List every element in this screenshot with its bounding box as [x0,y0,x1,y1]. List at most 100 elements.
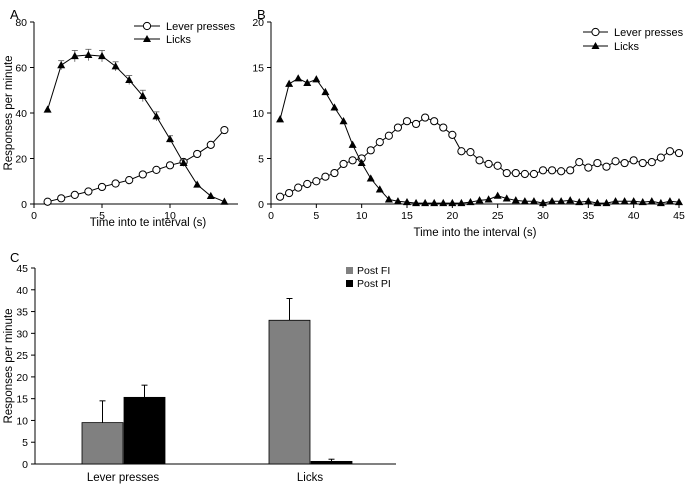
data-point [439,123,448,132]
y-tick-label: 80 [15,17,27,29]
data-point [285,188,294,198]
panel-label-b: B [257,7,266,22]
data-point [166,134,174,143]
data-point [84,50,93,58]
data-point [529,169,539,179]
bar [268,319,311,465]
y-tick-label: 25 [16,350,28,362]
data-point [312,177,321,186]
data-point [439,198,448,207]
data-point [111,179,120,188]
data-point [674,148,684,158]
bar [123,396,166,465]
data-point [384,195,393,203]
data-point [602,198,611,207]
data-point [457,198,466,207]
y-tick-label: 20 [16,372,28,384]
x-tick-label: 5 [313,210,319,222]
data-point [138,91,147,99]
data-point [339,159,348,169]
data-point [584,163,593,172]
x-tick-label: 25 [492,210,504,222]
y-tick-label: 0 [258,199,264,211]
x-tick-label: 40 [628,210,640,222]
data-point [220,125,229,135]
data-point [366,174,375,182]
data-point [647,197,656,205]
data-point [152,165,161,174]
data-point [520,169,529,179]
data-point [620,158,629,168]
data-point [539,198,547,207]
chart-panel-c: 0 5 10 15 20 25 30 35 40 45 Lever presses Licks Re… [3,263,396,484]
data-point [675,197,683,206]
data-point [321,87,330,96]
data-point [584,197,593,205]
data-point [620,197,629,205]
x-tick-label: 10 [164,210,176,222]
panel-label-c: C [10,250,19,265]
data-point [593,158,602,168]
data-point [125,75,134,84]
data-point [448,130,457,139]
data-point [502,168,511,178]
y-tick-label: 10 [16,415,28,427]
legend-marker-open-circle [142,21,152,31]
data-point [393,123,403,132]
y-tick-label: 40 [15,108,27,120]
data-point [294,74,303,82]
data-point [475,156,484,165]
data-point [466,148,475,157]
data-point [193,180,202,188]
y-tick-label: 0 [22,459,28,471]
data-point [70,51,79,60]
x-tick-label: 30 [537,210,549,222]
data-point [357,158,366,167]
data-point [43,105,52,113]
data-point [275,192,285,201]
data-point [593,198,602,207]
data-point [412,198,421,207]
data-point [557,197,566,205]
data-point [393,197,402,205]
data-point [421,198,430,207]
data-point [511,196,520,204]
data-point [520,197,529,205]
y-tick-label: 15 [252,63,264,75]
data-point [493,161,502,170]
category-label: Lever presses [87,472,159,484]
data-point [547,166,557,175]
panel-label-a: A [10,7,19,22]
data-point [57,194,66,203]
x-tick-label: 20 [446,210,458,222]
data-point [152,112,161,120]
data-point [502,194,511,202]
chart-panel-b: 0 5 10 15 20 25 30 35 40 45 0 5 10 15 20 Time into the… [252,17,685,239]
data-point [611,157,620,166]
x-tick-label: 35 [582,210,594,222]
data-point [484,195,493,203]
legend-marker-triangle [591,42,600,49]
y-tick-label: 20 [252,17,264,29]
data-point [193,149,202,159]
legend-a: Lever presses Licks [134,21,236,46]
data-point [566,196,575,204]
data-point [57,61,66,69]
data-point [557,167,566,176]
y-tick-label: 35 [16,307,28,319]
data-point [321,172,330,181]
data-point [421,113,430,122]
data-point [402,117,412,126]
data-point [220,197,229,205]
data-point [330,103,339,111]
legend-label-post-pi: Post PI [357,278,391,290]
data-point [84,187,93,196]
data-point [375,138,384,147]
legend-label-licks: Licks [166,34,192,46]
data-point [165,161,175,170]
data-point [629,197,638,205]
legend-marker-triangle [143,35,151,42]
data-point [457,147,466,156]
data-point [629,156,638,165]
